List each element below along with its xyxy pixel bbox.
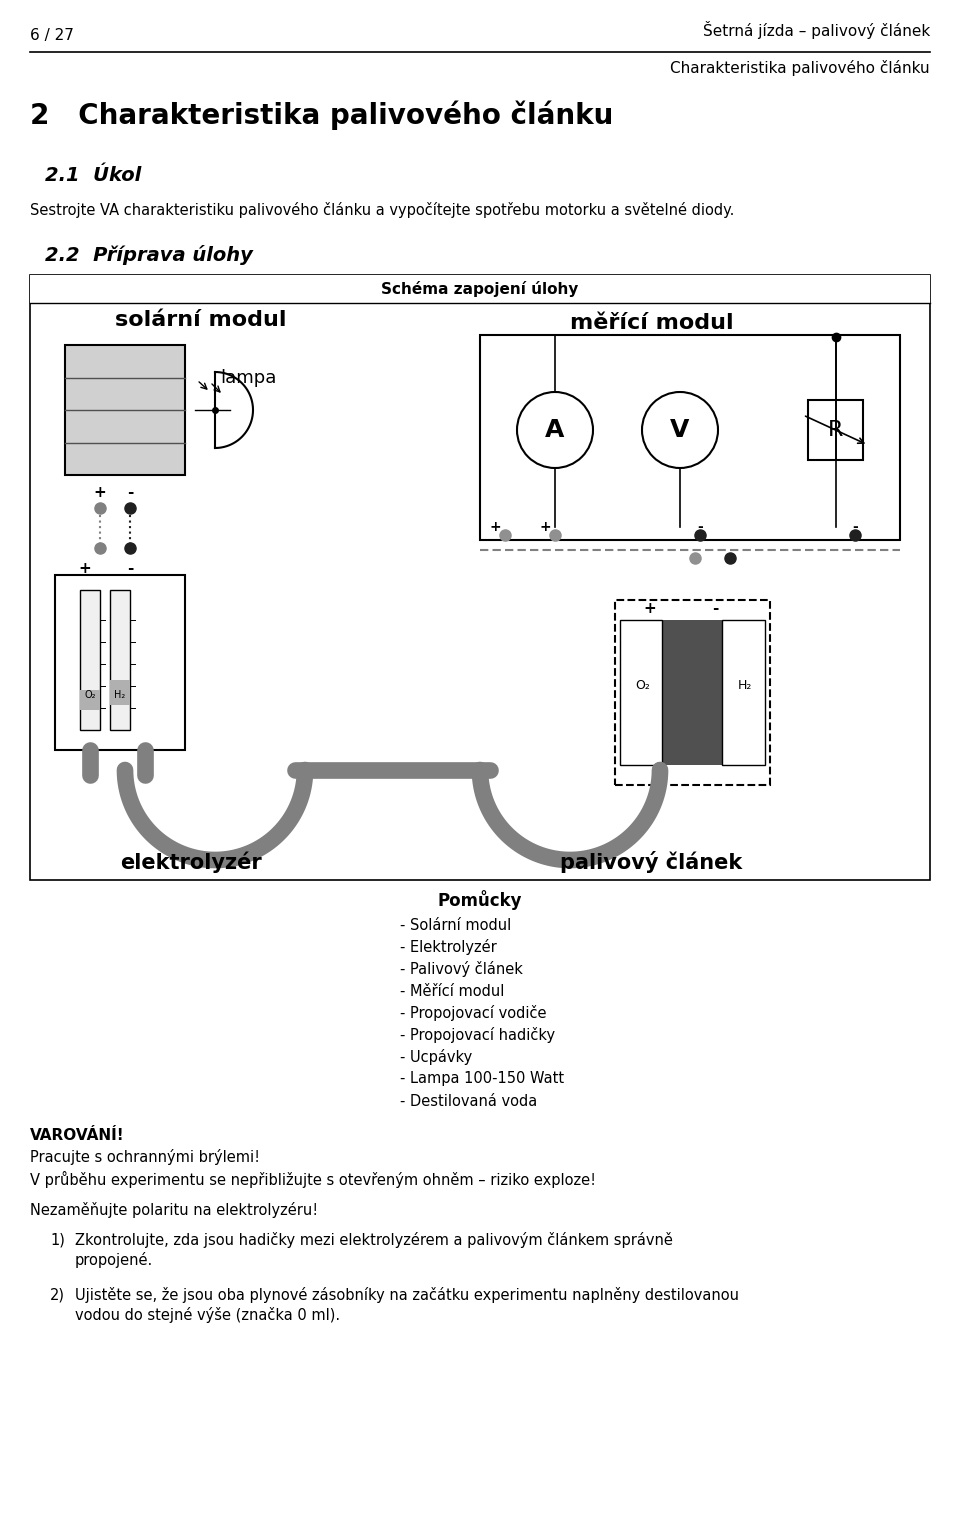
Text: R: R — [828, 420, 843, 439]
Text: elektrolyzér: elektrolyzér — [120, 852, 262, 873]
Bar — [480, 336, 900, 540]
Text: propojené.: propojené. — [75, 1251, 154, 1268]
Text: - Palivový článek: - Palivový článek — [400, 961, 523, 977]
Text: solární modul: solární modul — [115, 310, 286, 330]
Text: Schéma zapojení úlohy: Schéma zapojení úlohy — [381, 281, 579, 298]
Text: Zkontrolujte, zda jsou hadičky mezi elektrolyzérem a palivovým článkem správně: Zkontrolujte, zda jsou hadičky mezi elek… — [75, 1231, 673, 1248]
Bar — [722, 620, 765, 765]
Text: V průběhu experimentu se nepřibližujte s otevřeným ohněm – riziko exploze!: V průběhu experimentu se nepřibližujte s… — [30, 1170, 596, 1187]
Text: - Lampa 100-150 Watt: - Lampa 100-150 Watt — [400, 1071, 564, 1087]
Text: lampa: lampa — [220, 369, 276, 388]
Bar — [80, 591, 100, 729]
Text: 2.2  Příprava úlohy: 2.2 Příprava úlohy — [45, 246, 252, 266]
Text: -: - — [697, 520, 703, 534]
Text: měřící modul: měřící modul — [570, 313, 733, 333]
Bar — [620, 620, 662, 765]
Bar — [808, 400, 863, 459]
Text: Pracujte s ochrannými brýlemi!: Pracujte s ochrannými brýlemi! — [30, 1149, 260, 1164]
Text: vodou do stejné výše (značka 0 ml).: vodou do stejné výše (značka 0 ml). — [75, 1306, 340, 1323]
Circle shape — [642, 392, 718, 468]
Bar — [662, 620, 722, 765]
Text: VAROVÁNÍ!: VAROVÁNÍ! — [30, 1128, 125, 1143]
Text: +: + — [540, 520, 551, 534]
Text: H₂: H₂ — [738, 679, 753, 691]
Text: H₂: H₂ — [114, 690, 126, 700]
Text: O₂: O₂ — [84, 690, 96, 700]
Bar — [110, 681, 130, 705]
Text: +: + — [79, 560, 91, 575]
Text: 6 / 27: 6 / 27 — [30, 27, 74, 43]
Text: - Propojovací hadičky: - Propojovací hadičky — [400, 1027, 555, 1042]
Text: +: + — [643, 601, 657, 615]
Text: -: - — [852, 520, 858, 534]
Bar — [80, 690, 100, 710]
Text: -: - — [127, 484, 133, 499]
Text: O₂: O₂ — [636, 679, 651, 691]
Text: Šetrná jízda – palivový článek: Šetrná jízda – palivový článek — [703, 21, 930, 40]
Text: +: + — [490, 520, 501, 534]
Text: - Elektrolyzér: - Elektrolyzér — [400, 938, 496, 955]
Text: 2): 2) — [50, 1288, 65, 1303]
Text: -: - — [127, 560, 133, 575]
Text: 2   Charakteristika palivového článku: 2 Charakteristika palivového článku — [30, 101, 613, 130]
Circle shape — [517, 392, 593, 468]
Text: Nezaměňujte polaritu na elektrolyzéru!: Nezaměňujte polaritu na elektrolyzéru! — [30, 1202, 318, 1218]
Bar — [65, 345, 185, 475]
Text: - Měřící modul: - Měřící modul — [400, 983, 504, 998]
Text: - Destilovaná voda: - Destilovaná voda — [400, 1094, 538, 1108]
Text: 1): 1) — [50, 1233, 65, 1247]
Text: 2.1  Úkol: 2.1 Úkol — [45, 165, 141, 185]
Text: Sestrojte VA charakteristiku palivového článku a vypočítejte spotřebu motorku a : Sestrojte VA charakteristiku palivového … — [30, 201, 734, 218]
Text: -: - — [711, 601, 718, 615]
Text: - Propojovací vodiče: - Propojovací vodiče — [400, 1006, 546, 1021]
Bar — [615, 600, 770, 784]
Text: - Ucpávky: - Ucpávky — [400, 1048, 472, 1065]
Text: - Solární modul: - Solární modul — [400, 917, 512, 932]
Bar — [55, 575, 185, 749]
Text: A: A — [545, 418, 564, 443]
Text: Charakteristika palivového článku: Charakteristika palivového článku — [670, 60, 930, 76]
Text: palivový článek: palivový článek — [560, 852, 742, 873]
Text: V: V — [670, 418, 689, 443]
Bar — [30, 275, 930, 881]
Text: Ujistěte se, že jsou oba plynové zásobníky na začátku experimentu naplněny desti: Ujistěte se, že jsou oba plynové zásobní… — [75, 1286, 739, 1303]
Text: Pomůcky: Pomůcky — [438, 890, 522, 909]
Bar — [30, 275, 930, 304]
Text: +: + — [94, 484, 107, 499]
Bar — [110, 591, 130, 729]
